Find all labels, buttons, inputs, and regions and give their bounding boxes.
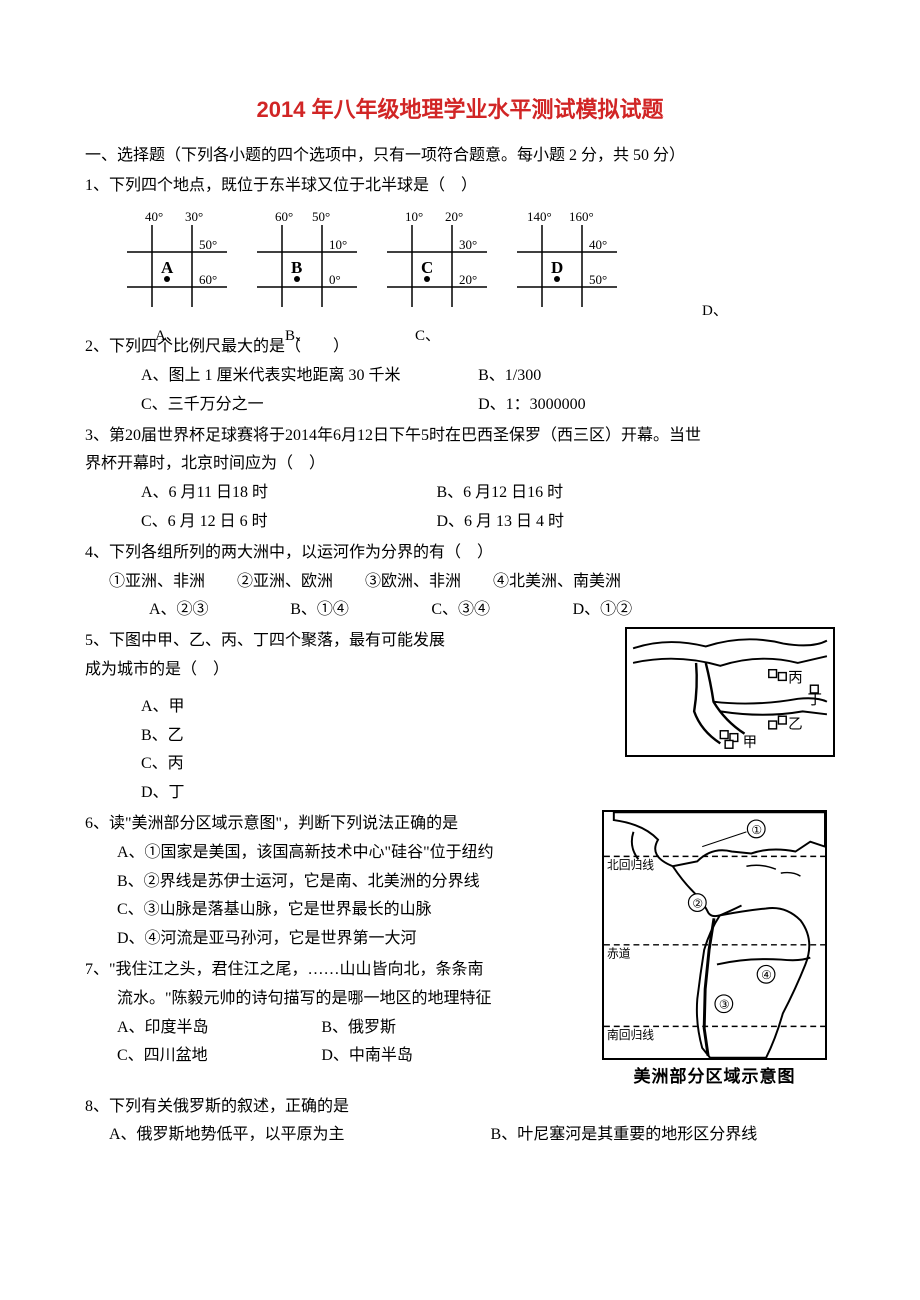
- q3-opt-c: C、6 月 12 日 6 时: [141, 508, 432, 537]
- q7-opt-d: D、中南半岛: [321, 1042, 550, 1071]
- question-3: 3、第20届世界杯足球赛将于2014年6月12日下午5时在巴西圣保罗（西三区）开…: [85, 422, 835, 537]
- svg-text:30°: 30°: [459, 237, 477, 252]
- svg-text:④: ④: [761, 969, 772, 982]
- q1-fig-c: 10° 20° 30° 20° C C、: [377, 207, 497, 327]
- section-1-heading: 一、选择题（下列各小题的四个选项中，只有一项符合题意。每小题 2 分，共 50 …: [85, 142, 835, 171]
- q4-opt-d: D、①②: [573, 596, 710, 625]
- q6-opt-a: A、①国家是美国，该国高新技术中心"硅谷"位于纽约: [85, 839, 594, 868]
- svg-text:140°: 140°: [527, 209, 552, 224]
- svg-text:50°: 50°: [199, 237, 217, 252]
- svg-text:B: B: [291, 258, 302, 277]
- q7-text-1: 7、"我住江之头，君住江之尾，……山山皆向北，条条南: [85, 956, 594, 985]
- q7-text-2: 流水。"陈毅元帅的诗句描写的是哪一地区的地理特征: [85, 985, 594, 1014]
- svg-text:③: ③: [719, 999, 730, 1012]
- svg-text:乙: 乙: [788, 717, 803, 733]
- svg-text:10°: 10°: [329, 237, 347, 252]
- svg-text:丁: 丁: [808, 693, 823, 709]
- q1-fig-b: 60° 50° 10° 0° B B、: [247, 207, 367, 327]
- question-7: 7、"我住江之头，君住江之尾，……山山皆向北，条条南 流水。"陈毅元帅的诗句描写…: [85, 956, 594, 1071]
- q5-opt-c: C、丙: [85, 750, 615, 779]
- svg-text:10°: 10°: [405, 209, 423, 224]
- q3-opt-d: D、6 月 13 日 4 时: [436, 508, 769, 537]
- svg-text:南回归线: 南回归线: [607, 1028, 654, 1042]
- svg-text:北回归线: 北回归线: [607, 858, 654, 872]
- q4-opt-a: A、②③: [149, 596, 286, 625]
- svg-text:160°: 160°: [569, 209, 594, 224]
- q7-opt-a: A、印度半岛: [117, 1014, 317, 1043]
- q1-fig-d: 140° 160° 40° 50° D: [507, 207, 627, 327]
- q8-opt-a: A、俄罗斯地势低平，以平原为主: [109, 1121, 487, 1150]
- question-1: 1、下列四个地点，既位于东半球又位于北半球是（ ） 40° 30° 50° 60…: [85, 172, 835, 327]
- svg-text:20°: 20°: [459, 272, 477, 287]
- svg-text:60°: 60°: [275, 209, 293, 224]
- svg-text:60°: 60°: [199, 272, 217, 287]
- svg-text:40°: 40°: [145, 209, 163, 224]
- q3-opt-b: B、6 月12 日16 时: [436, 479, 769, 508]
- question-6: 6、读"美洲部分区域示意图"，判断下列说法正确的是 A、①国家是美国，该国高新技…: [85, 810, 594, 954]
- svg-text:丙: 丙: [788, 670, 803, 686]
- q1-cap-d: D、: [637, 298, 728, 327]
- q1-cap-a: A、: [117, 323, 237, 350]
- q2-opt-a: A、图上 1 厘米代表实地距离 30 千米: [141, 362, 474, 391]
- q6-opt-d: D、④河流是亚马孙河，它是世界第一大河: [85, 925, 594, 954]
- svg-text:①: ①: [751, 824, 762, 837]
- question-8: 8、下列有关俄罗斯的叙述，正确的是 A、俄罗斯地势低平，以平原为主 B、叶尼塞河…: [85, 1093, 835, 1151]
- q1-fig-a: 40° 30° 50° 60° A A、: [117, 207, 237, 327]
- svg-text:20°: 20°: [445, 209, 463, 224]
- q5-text-2: 成为城市的是（ ）: [85, 656, 615, 685]
- q1-text: 1、下列四个地点，既位于东半球又位于北半球是（ ）: [85, 172, 835, 201]
- svg-text:赤道: 赤道: [607, 947, 631, 961]
- q3-opt-a: A、6 月11 日18 时: [141, 479, 432, 508]
- q6-opt-b: B、②界线是苏伊士运河，它是南、北美洲的分界线: [85, 868, 594, 897]
- q5-opt-b: B、乙: [85, 722, 615, 751]
- q4-choices-line: ①亚洲、非洲 ②亚洲、欧洲 ③欧洲、非洲 ④北美洲、南美洲: [85, 568, 835, 597]
- svg-text:30°: 30°: [185, 209, 203, 224]
- q6-text: 6、读"美洲部分区域示意图"，判断下列说法正确的是: [85, 810, 594, 839]
- svg-text:C: C: [421, 258, 433, 277]
- q4-opt-b: B、①④: [290, 596, 427, 625]
- svg-text:50°: 50°: [312, 209, 330, 224]
- q4-opt-c: C、③④: [431, 596, 568, 625]
- q2-opt-c: C、三千万分之一: [141, 391, 474, 420]
- q4-text: 4、下列各组所列的两大洲中，以运河作为分界的有（ ）: [85, 539, 835, 568]
- q8-text: 8、下列有关俄罗斯的叙述，正确的是: [85, 1093, 835, 1122]
- svg-text:甲: 甲: [743, 735, 758, 751]
- svg-text:D: D: [551, 258, 563, 277]
- question-4: 4、下列各组所列的两大洲中，以运河作为分界的有（ ） ①亚洲、非洲 ②亚洲、欧洲…: [85, 539, 835, 625]
- q1-cap-b: B、: [247, 323, 367, 350]
- q5-opt-a: A、甲: [85, 693, 615, 722]
- q5-opt-d: D、丁: [85, 779, 615, 808]
- svg-text:A: A: [161, 258, 174, 277]
- q5-text-1: 5、下图中甲、乙、丙、丁四个聚落，最有可能发展: [85, 627, 615, 656]
- svg-text:50°: 50°: [589, 272, 607, 287]
- q3-text-2: 界杯开幕时，北京时间应为（ ）: [85, 450, 835, 479]
- q6-opt-c: C、③山脉是落基山脉，它是世界最长的山脉: [85, 896, 594, 925]
- q8-opt-b: B、叶尼塞河是其重要的地形区分界线: [491, 1126, 758, 1143]
- svg-text:0°: 0°: [329, 272, 341, 287]
- q6-figure: 北回归线 赤道 南回归线 ① ② ③ ④ 美洲部分区域示意图: [602, 810, 827, 1093]
- svg-text:40°: 40°: [589, 237, 607, 252]
- svg-text:②: ②: [692, 897, 703, 910]
- question-6-7-block: 6、读"美洲部分区域示意图"，判断下列说法正确的是 A、①国家是美国，该国高新技…: [85, 810, 835, 1093]
- q2-opt-b: B、1/300: [478, 362, 811, 391]
- q7-opt-b: B、俄罗斯: [321, 1014, 550, 1043]
- q5-figure: 丙 丁 乙 甲: [625, 627, 835, 757]
- question-5: 5、下图中甲、乙、丙、丁四个聚落，最有可能发展 成为城市的是（ ） A、甲 B、…: [85, 627, 835, 808]
- q3-text-1: 3、第20届世界杯足球赛将于2014年6月12日下午5时在巴西圣保罗（西三区）开…: [85, 422, 835, 451]
- q6-map-caption: 美洲部分区域示意图: [602, 1062, 827, 1093]
- q1-figures: 40° 30° 50° 60° A A、 60° 50° 10° 0° B: [85, 207, 835, 327]
- q2-opt-d: D、1：3000000: [478, 391, 811, 420]
- q1-cap-c: C、: [377, 323, 497, 350]
- q7-opt-c: C、四川盆地: [117, 1042, 317, 1071]
- page-title: 2014 年八年级地理学业水平测试模拟试题: [85, 90, 835, 130]
